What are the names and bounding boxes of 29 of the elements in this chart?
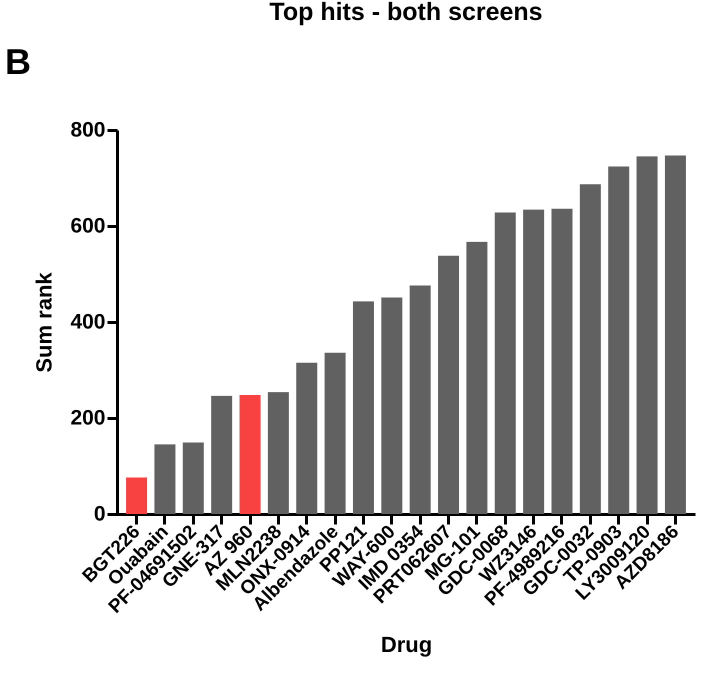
bar — [410, 286, 431, 514]
bar — [636, 156, 658, 514]
bar — [381, 298, 402, 514]
bar — [211, 396, 232, 514]
bar — [182, 442, 204, 514]
bar — [523, 210, 544, 514]
bar — [240, 394, 261, 514]
bar — [494, 212, 516, 514]
y-tick-label: 400 — [70, 310, 106, 334]
bar — [352, 301, 374, 514]
bar — [580, 184, 601, 514]
chart-title: Top hits - both screens — [269, 0, 543, 26]
bar — [608, 166, 630, 514]
bar — [551, 208, 572, 514]
text: B — [5, 41, 31, 82]
bar — [268, 392, 289, 514]
bar — [324, 352, 346, 514]
bar — [438, 256, 460, 514]
x-axis-title: Drug — [380, 632, 432, 657]
bar — [154, 444, 176, 514]
bar — [126, 478, 148, 514]
y-tick-label: 800 — [70, 118, 106, 142]
y-tick-label: 600 — [70, 214, 106, 238]
y-axis-title: Sum rank — [31, 272, 56, 373]
y-tick-label: 200 — [70, 406, 106, 430]
y-tick-label: 0 — [94, 502, 106, 526]
bar — [296, 362, 318, 514]
bar — [664, 155, 686, 514]
bar — [466, 242, 488, 514]
